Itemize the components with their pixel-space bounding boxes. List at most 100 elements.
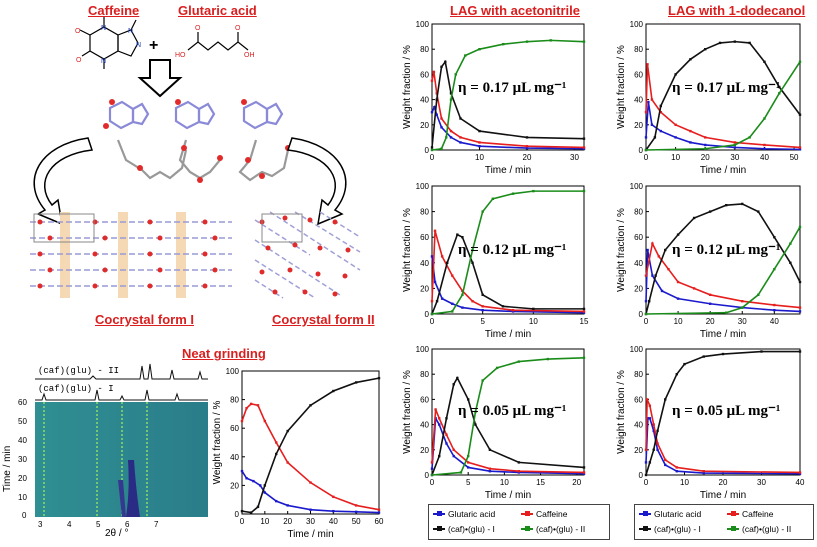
y-tick-label: 20	[634, 121, 643, 130]
x-tick-label: 50	[352, 517, 361, 526]
legend-swatch-form1	[433, 526, 445, 531]
x-tick-label: 30	[730, 153, 739, 162]
data-point-form1	[664, 248, 667, 252]
x-tick-label: 10	[671, 153, 680, 162]
data-point-form1	[653, 136, 657, 139]
data-point-caffeine	[798, 306, 802, 309]
data-point-form2	[440, 147, 443, 150]
data-point-glutaric	[689, 141, 692, 144]
data-point-caffeine	[511, 308, 515, 312]
data-point-caffeine	[652, 423, 655, 426]
data-point-form2	[517, 360, 521, 363]
data-point-form1	[644, 473, 648, 477]
data-point-form1	[517, 461, 521, 464]
data-point-caffeine	[708, 293, 712, 296]
data-point-form1	[263, 484, 267, 487]
data-point-form1	[704, 48, 707, 51]
legend-swatch-caffeine	[521, 511, 533, 516]
data-point-glutaric	[488, 470, 492, 473]
data-point-caffeine	[741, 300, 744, 303]
data-point-form1	[798, 350, 802, 353]
plot-frame	[431, 348, 585, 476]
molecule-conformers	[103, 99, 291, 183]
data-point-glutaric	[286, 504, 289, 507]
y-axis-label: Weight fraction / %	[616, 370, 627, 454]
data-point-glutaric	[525, 146, 529, 150]
y-tick-label: 60	[230, 424, 239, 433]
data-point-caffeine	[440, 255, 444, 258]
data-point-glutaric	[511, 310, 515, 313]
y-tick-label: 0	[639, 471, 644, 480]
x-tick-label: 10	[475, 153, 484, 162]
data-point-caffeine	[582, 310, 586, 313]
data-point-form2	[474, 410, 477, 414]
y-tick-label: 100	[630, 182, 644, 191]
data-point-caffeine	[240, 419, 244, 423]
data-point-form1	[525, 136, 529, 139]
data-point-form1	[741, 202, 744, 206]
data-point-form2	[495, 366, 499, 370]
x-axis-label: Time / min	[485, 165, 531, 176]
data-point-form1	[459, 117, 462, 120]
caffeine-heading: Caffeine	[88, 3, 140, 18]
y-tick-label: 60	[420, 70, 429, 79]
y-tick-label: 100	[226, 367, 240, 376]
data-point-form2	[644, 148, 648, 152]
series-line-form1	[431, 233, 584, 315]
data-point-form1	[377, 376, 381, 380]
pxrd-ytick: 50	[18, 417, 27, 426]
y-tick-label: 0	[425, 471, 430, 480]
data-point-caffeine	[648, 404, 652, 407]
data-point-form1	[444, 60, 447, 63]
data-point-glutaric	[659, 129, 663, 133]
data-point-form1	[481, 293, 484, 296]
curved-arrow-right-icon	[286, 137, 347, 226]
data-point-glutaric	[430, 111, 434, 114]
data-point-caffeine	[798, 471, 802, 474]
data-point-form1	[532, 307, 535, 311]
glutaric-o2-label: O	[235, 25, 241, 32]
data-point-glutaric	[440, 126, 443, 129]
legend-item-form2: (caf)•(glu) - II	[727, 524, 791, 534]
chart-svg-dod012: 0 20 40 60 80 100 0 10 20 30 40 Time / min Weight fr…	[616, 182, 802, 340]
x-tick-label: 10	[260, 517, 269, 526]
data-point-glutaric	[763, 147, 766, 150]
data-point-form1	[582, 466, 586, 469]
y-tick-label: 100	[416, 345, 430, 354]
y-tick-label: 100	[630, 20, 644, 29]
pxrd-panel: (caf)(glu) - II (caf)(glu) - I Time / mi…	[0, 360, 210, 542]
y-axis-label: Weight fraction / %	[616, 208, 627, 292]
data-point-form1	[452, 383, 455, 386]
chart-dod005: 0 20 40 60 80 100 0 10 20 30 40 Time / min Weight fr…	[614, 343, 806, 503]
data-point-caffeine	[249, 402, 253, 406]
y-tick-label: 0	[425, 310, 430, 319]
data-point-glutaric	[252, 479, 255, 483]
data-point-caffeine	[377, 508, 381, 511]
pxrd-svg	[35, 363, 208, 517]
chart-ace017: 0 20 40 60 80 100 0 10 20 30 Time / min Weight frac…	[400, 18, 590, 178]
data-point-caffeine	[438, 417, 441, 420]
data-point-glutaric	[798, 472, 802, 475]
data-point-caffeine	[733, 141, 737, 144]
data-point-caffeine	[481, 305, 484, 308]
data-point-form2	[454, 73, 457, 76]
data-point-form1	[656, 429, 659, 433]
y-axis-label: Weight fraction / %	[212, 401, 223, 485]
data-point-glutaric	[449, 136, 453, 139]
legend-text-glutaric: Glutaric acid	[448, 509, 496, 519]
data-point-form1	[461, 236, 464, 239]
heatmap-dark-band	[118, 480, 126, 517]
data-point-caffeine	[478, 141, 481, 144]
data-point-form2	[430, 473, 434, 477]
legend-text-glutaric: Glutaric acid	[654, 509, 702, 519]
data-point-glutaric	[451, 302, 454, 305]
data-point-glutaric	[646, 248, 649, 252]
data-point-glutaric	[702, 471, 705, 475]
data-point-form1	[757, 210, 760, 213]
x-tick-label: 0	[644, 317, 649, 326]
data-point-form2	[582, 356, 586, 360]
x-axis-label: Time / min	[485, 329, 531, 340]
x-tick-label: 0	[430, 153, 435, 162]
data-point-form1	[702, 355, 705, 358]
chart-svg-ace017: 0 20 40 60 80 100 0 10 20 30 Time / min Weight frac…	[402, 20, 586, 176]
